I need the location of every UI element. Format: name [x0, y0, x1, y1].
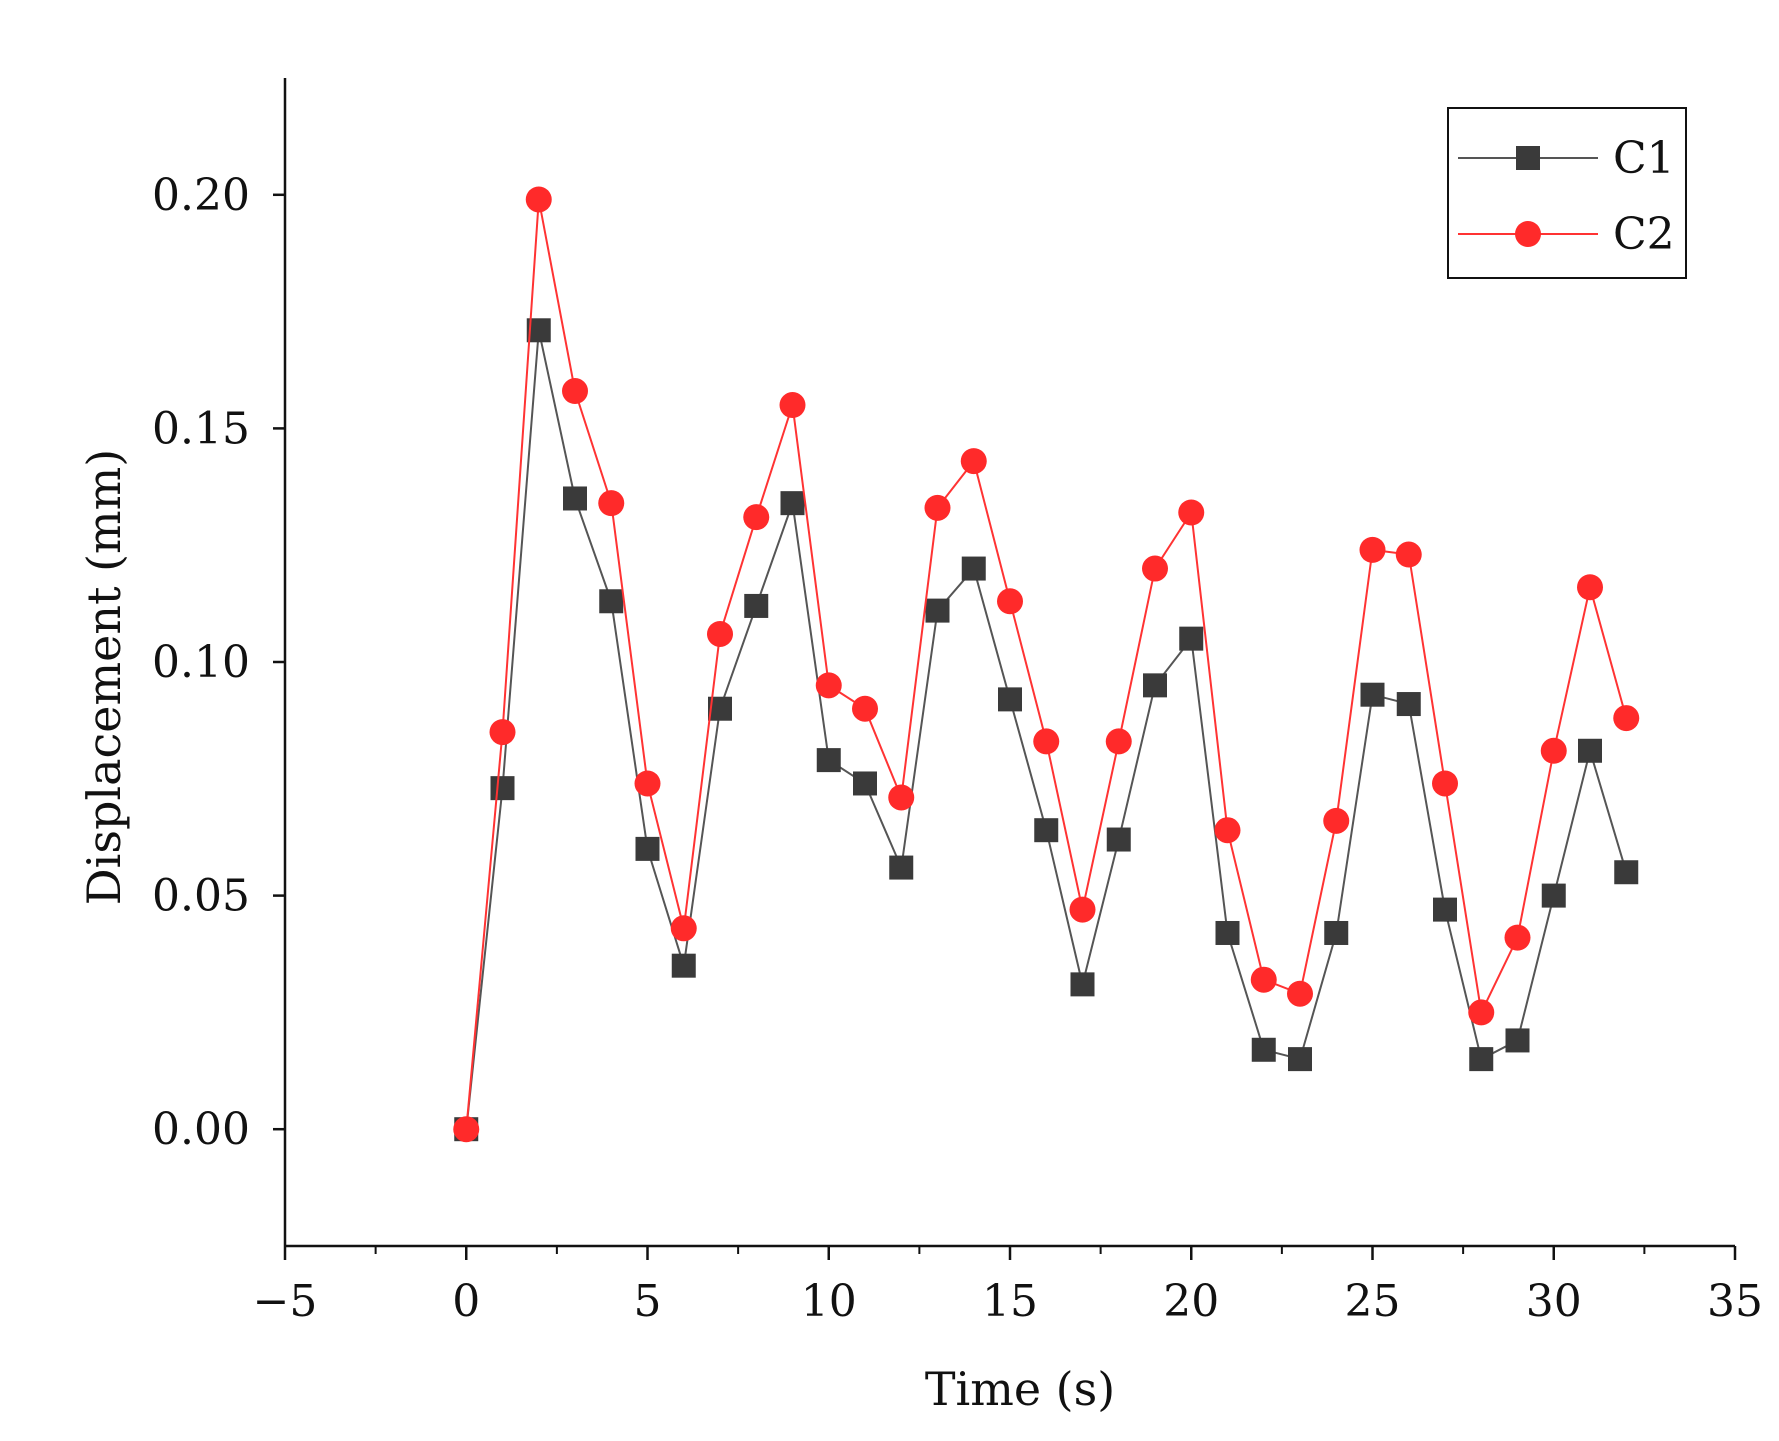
data-point-C1	[490, 776, 515, 801]
series-layer	[453, 186, 1640, 1143]
data-point-C1	[1541, 883, 1566, 908]
data-point-C1	[671, 953, 696, 978]
series-C1	[454, 318, 1639, 1142]
data-point-C2	[670, 915, 697, 942]
data-point-C2	[598, 490, 625, 517]
series-line-C2	[465, 199, 1628, 1130]
data-point-C2	[1069, 896, 1096, 923]
data-point-C1	[1324, 920, 1349, 945]
data-point-C2	[743, 504, 770, 531]
data-point-C1	[1034, 818, 1059, 843]
legend-label: C2	[1613, 209, 1675, 260]
data-point-C2	[562, 378, 588, 405]
data-point-C1	[635, 836, 660, 861]
data-point-C1	[998, 687, 1022, 712]
x-tick-label: 30	[1526, 1276, 1582, 1327]
data-point-C2	[1250, 966, 1277, 993]
data-point-C2	[779, 392, 806, 419]
data-point-C2	[960, 448, 987, 475]
data-point-C1	[816, 748, 841, 773]
x-axis-title: Time (s)	[925, 1362, 1115, 1416]
data-point-C2	[1468, 999, 1495, 1026]
data-point-C2	[1178, 499, 1205, 526]
data-point-C1	[853, 771, 877, 796]
x-tick-label: 0	[452, 1276, 480, 1327]
data-point-C2	[1432, 770, 1458, 797]
data-point-C2	[1323, 807, 1350, 834]
y-tick-label: 0.15	[152, 403, 250, 454]
legend-marker	[1516, 146, 1540, 170]
data-point-C2	[707, 620, 733, 647]
y-tick-label: 0.20	[152, 170, 250, 221]
data-point-C2	[489, 719, 516, 746]
x-tick-label: 35	[1707, 1276, 1763, 1327]
x-tick-label: −5	[253, 1276, 318, 1327]
data-point-C2	[997, 588, 1023, 615]
data-point-C2	[924, 494, 951, 521]
data-point-C1	[1505, 1028, 1530, 1053]
data-point-C2	[1540, 737, 1567, 764]
data-point-C2	[1142, 555, 1168, 582]
data-point-C1	[1433, 897, 1457, 922]
data-point-C2	[1287, 980, 1313, 1007]
x-tick-label: 25	[1345, 1276, 1401, 1327]
x-tick-label: 5	[634, 1276, 662, 1327]
legend-marker	[1515, 221, 1541, 247]
data-point-C1	[1106, 827, 1131, 852]
data-point-C2	[1214, 817, 1241, 844]
x-tick-label: 20	[1163, 1276, 1219, 1327]
legend-entry-C1: C1	[1458, 133, 1675, 184]
data-point-C1	[889, 855, 914, 880]
x-tick-label: 15	[982, 1276, 1038, 1327]
y-axis-title: Displacement (mm)	[77, 449, 131, 905]
data-point-C1	[1578, 738, 1602, 763]
data-point-C1	[1614, 860, 1639, 885]
data-point-C2	[1504, 924, 1531, 951]
data-point-C2	[852, 695, 878, 722]
data-point-C2	[1359, 536, 1386, 563]
data-point-C1	[1288, 1047, 1312, 1072]
data-point-C1	[1251, 1037, 1276, 1062]
data-point-C2	[1613, 705, 1640, 732]
y-tick-label: 0.00	[152, 1104, 250, 1155]
legend-entry-C2: C2	[1458, 209, 1675, 260]
data-point-C2	[634, 770, 661, 797]
data-point-C1	[1360, 682, 1385, 707]
y-ticks: 0.00 0.05 0.10 0.15 0.20	[152, 170, 285, 1155]
data-point-C1	[1070, 972, 1095, 997]
data-point-C1	[1469, 1047, 1494, 1072]
axes: −5 0 5 10 15 20 25 30 35 0.00 0.05 0.10 0.15 0.20	[152, 78, 1763, 1327]
data-point-C1	[961, 556, 986, 581]
data-point-C2	[1395, 541, 1422, 568]
data-point-C1	[599, 589, 624, 614]
y-tick-label: 0.10	[152, 637, 250, 688]
x-ticks: −5 0 5 10 15 20 25 30 35	[253, 1246, 1763, 1327]
data-point-C2	[1105, 728, 1132, 755]
legend-box	[1447, 107, 1687, 279]
data-point-C2	[815, 672, 842, 699]
data-point-C1	[1179, 626, 1204, 651]
data-point-C1	[1396, 692, 1421, 717]
data-point-C1	[1215, 920, 1240, 945]
data-point-C1	[780, 491, 805, 516]
data-point-C2	[1577, 574, 1603, 601]
legend-label: C1	[1613, 133, 1675, 184]
data-point-C1	[1143, 673, 1167, 698]
data-point-C1	[744, 593, 769, 618]
data-point-C1	[563, 486, 587, 511]
x-tick-label: 10	[801, 1276, 857, 1327]
series-C2	[453, 186, 1640, 1143]
data-point-C1	[925, 598, 950, 623]
data-point-C2	[888, 784, 915, 811]
data-point-C2	[1033, 728, 1060, 755]
data-point-C2	[453, 1116, 480, 1143]
data-point-C2	[525, 186, 552, 213]
y-tick-label: 0.05	[152, 871, 250, 922]
